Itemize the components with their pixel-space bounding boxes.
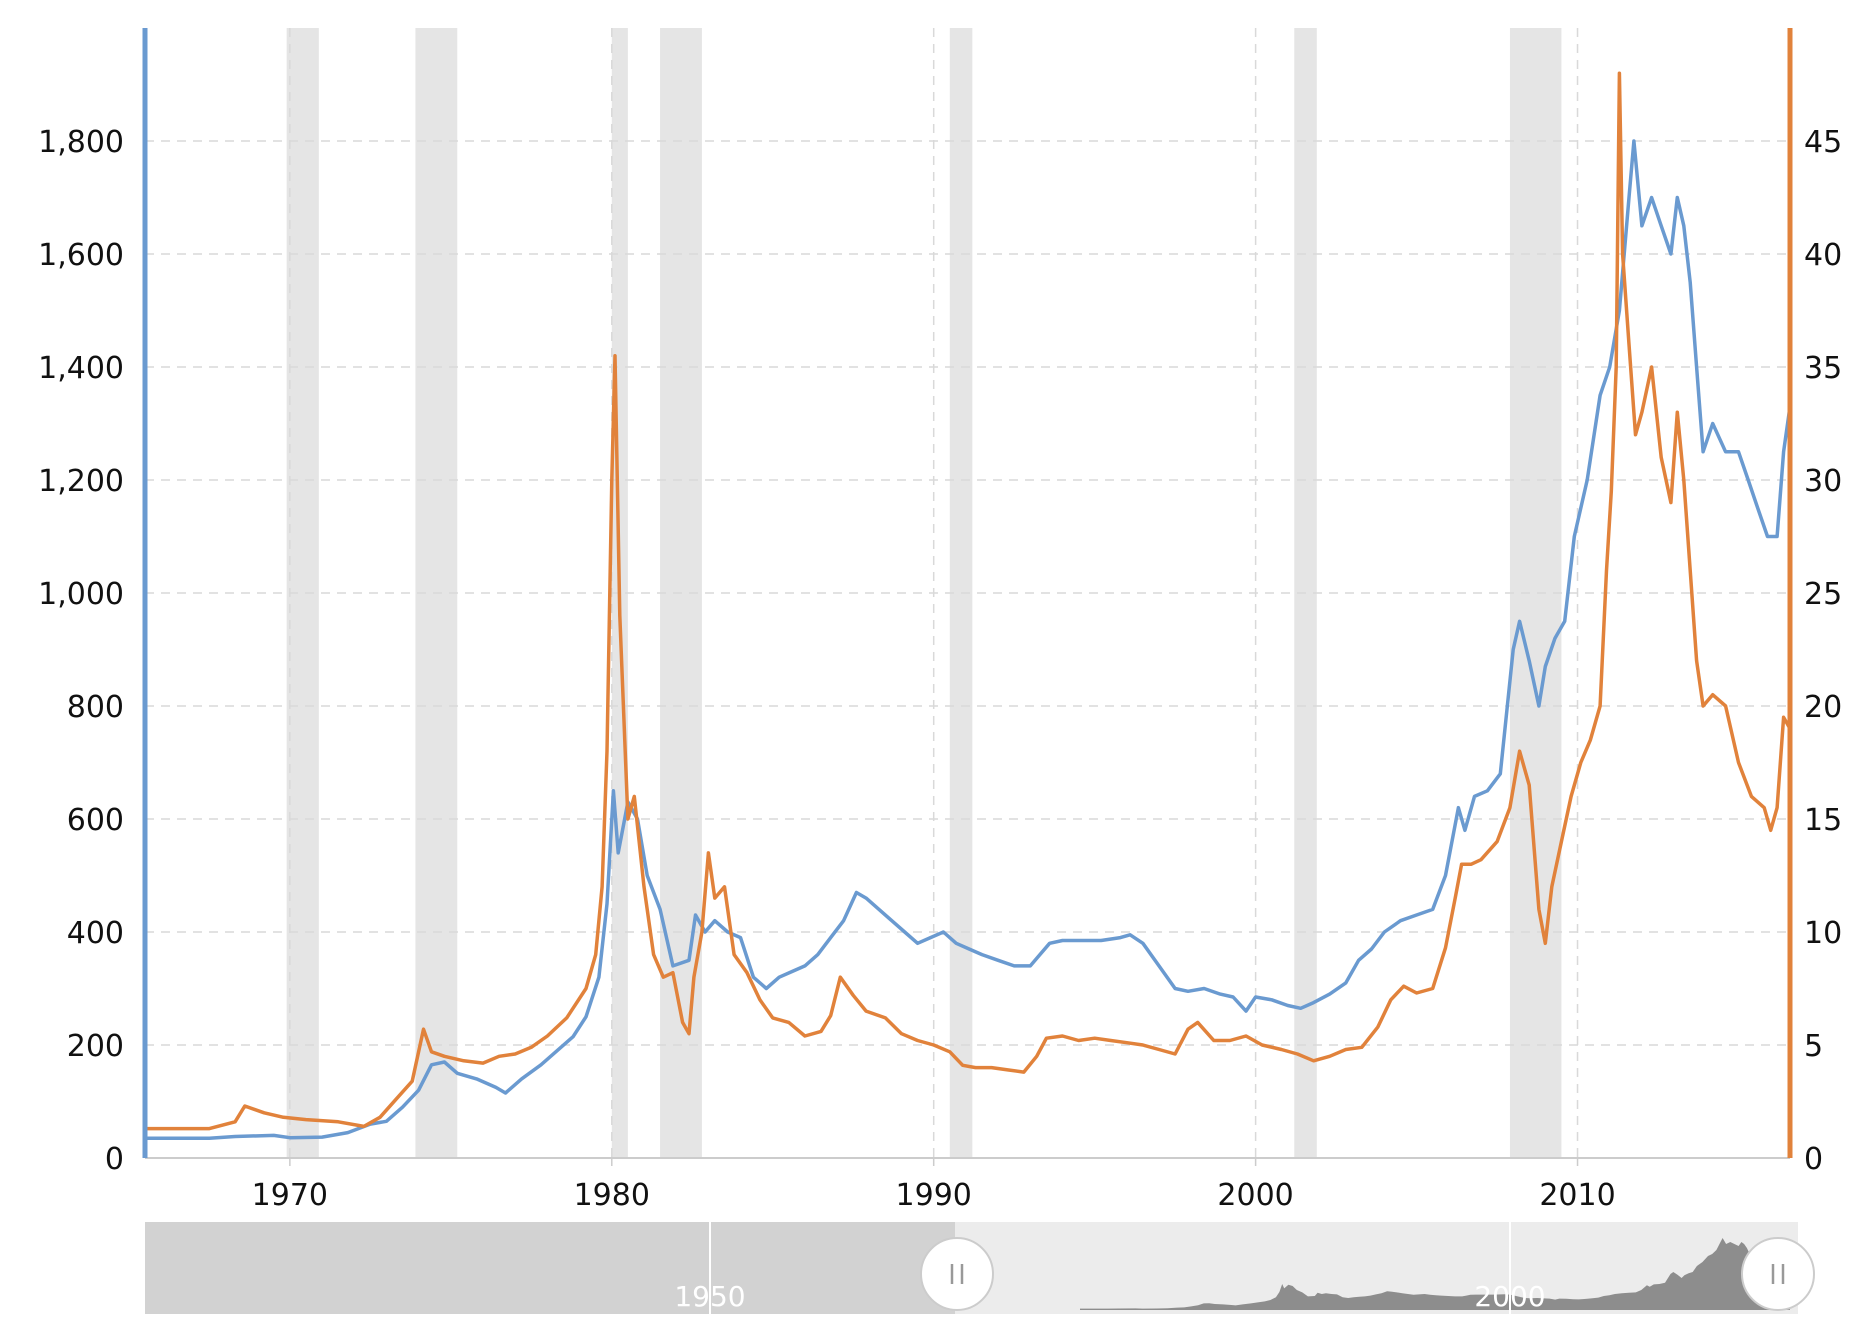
y-right-tick-label: 40 — [1804, 238, 1842, 273]
y-left-tick-label: 800 — [67, 690, 124, 725]
recession-bands — [286, 28, 1562, 1158]
navigator-handle-left[interactable] — [920, 1237, 994, 1311]
y-right-tick-label: 10 — [1804, 916, 1842, 951]
series-lines — [145, 71, 1792, 1140]
gridlines — [145, 28, 1790, 1166]
axes — [142, 28, 1793, 1159]
recession-band — [1509, 28, 1562, 1158]
y-left-tick-label: 0 — [105, 1142, 124, 1177]
y-right-tick-label: 5 — [1804, 1029, 1823, 1064]
x-tick-label: 1980 — [574, 1178, 650, 1213]
y-left-tick-label: 400 — [67, 916, 124, 951]
x-tick-label: 1970 — [252, 1178, 328, 1213]
navigator-label-1950: 1950 — [674, 1280, 745, 1313]
y-right-tick-label: 45 — [1804, 125, 1842, 160]
series-line-right — [145, 71, 1792, 1131]
y-right-tick-label: 30 — [1804, 464, 1842, 499]
series-line-left — [145, 139, 1792, 1140]
y-left-tick-label: 200 — [67, 1029, 124, 1064]
y-right-tick-label: 20 — [1804, 690, 1842, 725]
y-right-tick-label: 0 — [1804, 1142, 1823, 1177]
y-left-tick-label: 1,400 — [38, 351, 124, 386]
y-right-tick-label: 15 — [1804, 803, 1842, 838]
navigator-unselected-range — [145, 1222, 955, 1314]
y-left-tick-label: 1,800 — [38, 125, 124, 160]
range-navigator[interactable]: 1950 2000 — [145, 1222, 1815, 1314]
y-left-tick-label: 1,600 — [38, 238, 124, 273]
x-tick-label: 2000 — [1217, 1178, 1293, 1213]
y-right-tick-label: 25 — [1804, 577, 1842, 612]
y-right-tick-label: 35 — [1804, 351, 1842, 386]
y-left-tick-label: 1,000 — [38, 577, 124, 612]
x-tick-label: 1990 — [896, 1178, 972, 1213]
navigator-label-2000: 2000 — [1474, 1280, 1545, 1313]
navigator-area-series — [1080, 1238, 1790, 1310]
y-left-tick-label: 600 — [67, 803, 124, 838]
x-tick-label: 2010 — [1539, 1178, 1615, 1213]
navigator-handle-right[interactable] — [1741, 1237, 1815, 1311]
tick-labels: 0 200 400 600 800 1,000 1,200 1,400 1,600 1,800 0 5… — [38, 125, 1842, 1213]
y-left-tick-label: 1,200 — [38, 464, 124, 499]
